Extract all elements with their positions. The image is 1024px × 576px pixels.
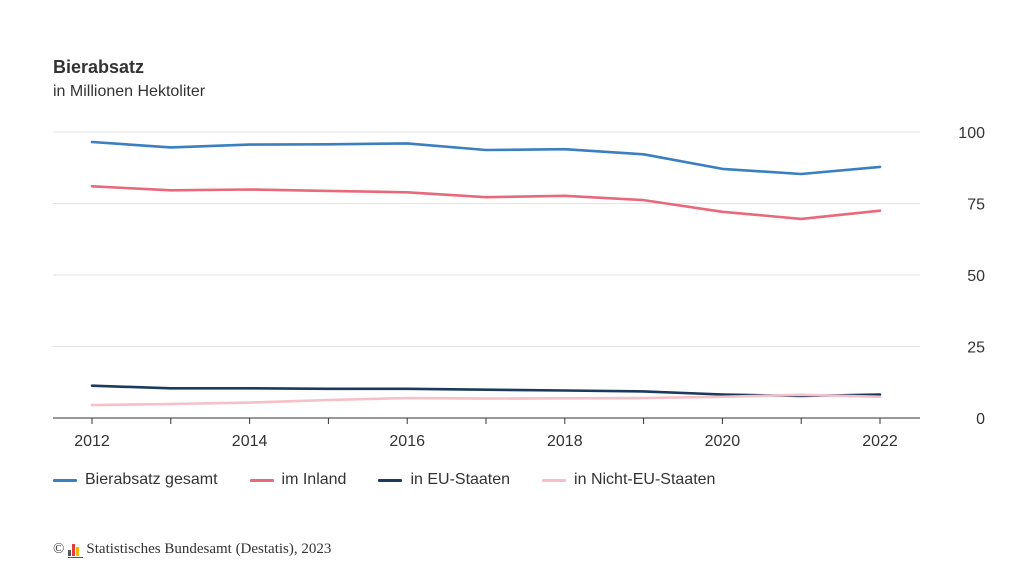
series-line-2 (92, 186, 880, 219)
x-tick-label: 2014 (232, 433, 268, 450)
y-tick-label: 75 (967, 197, 985, 214)
legend-item[interactable]: Bierabsatz gesamt (53, 471, 218, 489)
y-tick-label: 25 (967, 340, 985, 357)
y-tick-label: 100 (958, 125, 985, 142)
legend-swatch (250, 479, 274, 482)
legend-item[interactable]: in EU-Staaten (378, 471, 510, 489)
x-tick-label: 2022 (862, 433, 898, 450)
series-line-3 (92, 386, 880, 396)
legend-item[interactable]: in Nicht-EU-Staaten (542, 471, 715, 489)
x-tick-label: 2018 (547, 433, 583, 450)
legend-item[interactable]: im Inland (250, 471, 347, 489)
legend-label: in EU-Staaten (410, 471, 510, 489)
legend-label: in Nicht-EU-Staaten (574, 471, 715, 489)
legend-label: Bierabsatz gesamt (85, 471, 218, 489)
y-tick-label: 50 (967, 268, 985, 285)
source-note: © Statistisches Bundesamt (Destatis), 20… (53, 541, 331, 558)
chart-legend: Bierabsatz gesamt im Inland in EU-Staaten i… (53, 471, 747, 489)
legend-swatch (378, 479, 402, 482)
legend-swatch (542, 479, 566, 482)
x-tick-label: 2012 (74, 433, 110, 450)
legend-swatch (53, 479, 77, 482)
copyright-symbol: © (53, 541, 64, 558)
x-tick-label: 2020 (705, 433, 741, 450)
destatis-logo-icon (68, 544, 80, 556)
series-line-4 (92, 395, 880, 405)
y-tick-label: 0 (976, 411, 985, 428)
line-chart: 0 25 50 75 100 2012 2014 2016 2018 2020 2022 (0, 0, 1024, 460)
x-tick-label: 2016 (389, 433, 425, 450)
source-text: Statistisches Bundesamt (Destatis), 2023 (86, 541, 331, 558)
series-line-1 (92, 142, 880, 174)
legend-label: im Inland (282, 471, 347, 489)
